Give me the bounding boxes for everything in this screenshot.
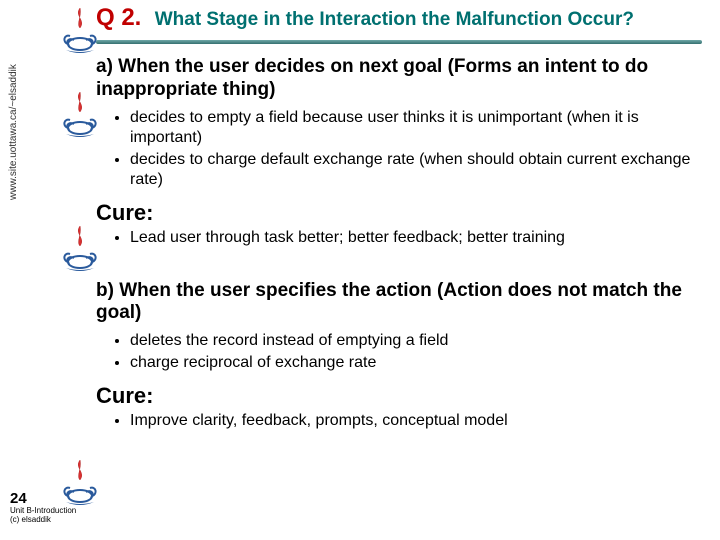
list-item: decides to empty a field because user th… [130,108,706,148]
sidebar-url: www.site.uottawa.ca/~elsaddik [8,20,19,200]
page-number: 24 [10,490,90,507]
cure-a-bullets: Lead user through task better; better fe… [96,228,706,248]
list-item: Improve clarity, feedback, prompts, conc… [130,411,706,431]
cure-b-bullets: Improve clarity, feedback, prompts, conc… [96,411,706,431]
content: a) When the user decides on next goal (F… [96,56,706,441]
mascot-icon [60,224,100,274]
title-prefix: Q 2. [96,4,141,31]
section-b-bullets: deletes the record instead of emptying a… [96,331,706,373]
list-item: deletes the record instead of emptying a… [130,331,706,351]
footer: 24 Unit B-Introduction (c) elsaddik [10,490,90,525]
title-rule [96,40,702,44]
section-b-heading: b) When the user specifies the action (A… [96,280,706,326]
mascot-icon [60,90,100,140]
list-item: charge reciprocal of exchange rate [130,353,706,373]
sidebar: www.site.uottawa.ca/~elsaddik [0,0,90,540]
section-a-heading: a) When the user decides on next goal (F… [96,56,706,102]
cure-label: Cure: [96,200,706,226]
title-text: What Stage in the Interaction the Malfun… [155,9,634,30]
list-item: decides to charge default exchange rate … [130,150,706,190]
slide-title: Q 2. What Stage in the Interaction the M… [96,4,706,32]
footer-line2: (c) elsaddik [10,516,90,525]
slide: www.site.uottawa.ca/~elsaddik [0,0,720,540]
list-item: Lead user through task better; better fe… [130,228,706,248]
section-a-bullets: decides to empty a field because user th… [96,108,706,190]
mascot-icon [60,6,100,56]
cure-label: Cure: [96,383,706,409]
